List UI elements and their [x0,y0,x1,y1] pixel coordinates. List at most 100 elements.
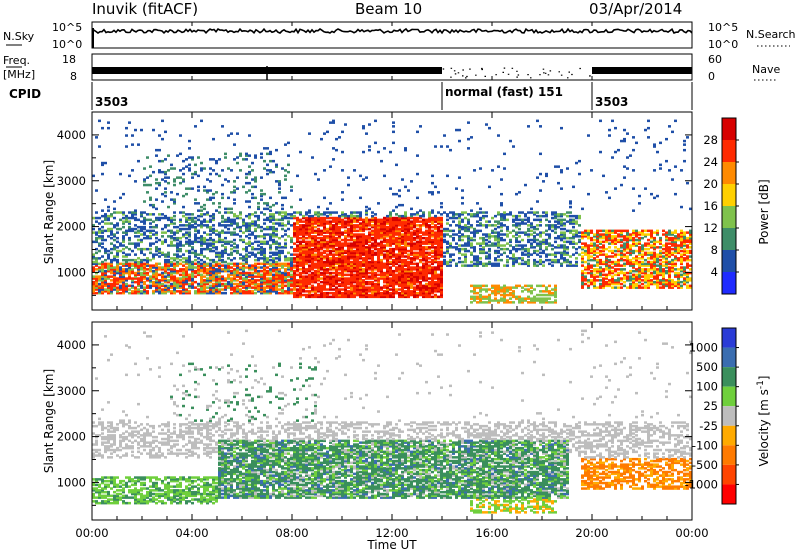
heatmap-cell [188,156,191,159]
heatmap-cell [377,242,380,245]
heatmap-cell [416,173,419,176]
heatmap-cell [164,275,167,278]
heatmap-cell [200,259,203,262]
heatmap-cell [254,154,257,157]
heatmap-cell [341,239,344,242]
heatmap-cell [395,237,398,240]
heatmap-cell [107,215,110,218]
heatmap-cell [233,231,236,234]
cpid-segment-label: normal (fast) 151 [445,85,563,99]
heatmap-cell [533,226,536,229]
heatmap-cell [125,259,128,262]
heatmap-cell [368,261,371,264]
heatmap-cell [302,215,305,218]
heatmap-cell [233,180,236,183]
heatmap-cell [161,235,164,238]
heatmap-cell [197,288,200,291]
heatmap-cell [176,226,179,229]
heatmap-cell [212,202,215,205]
heatmap-cell [308,274,311,277]
heatmap-cell [215,160,218,163]
heatmap-cell [131,250,134,253]
heatmap-cell [128,263,131,266]
heatmap-cell [104,213,107,216]
heatmap-cell [275,257,278,260]
heatmap-cell [470,136,473,139]
heatmap-cell [230,191,233,194]
heatmap-cell [302,224,305,227]
heatmap-cell [260,198,263,201]
heatmap-cell [194,217,197,220]
heatmap-cell [146,248,149,251]
heatmap-cell [131,259,134,262]
heatmap-cell [344,255,347,257]
heatmap-cell [410,213,413,216]
heatmap-cell [191,246,194,249]
heatmap-cell [224,277,227,280]
heatmap-cell [503,285,506,288]
heatmap-cell [449,230,452,233]
heatmap-cell [293,211,296,214]
heatmap-cell [248,233,251,236]
heatmap-cell [515,285,518,288]
heatmap-cell [341,292,344,295]
heatmap-cell [350,242,353,245]
heatmap-cell [443,255,446,257]
heatmap-cell [248,182,251,185]
heatmap-cell [179,211,182,214]
heatmap-cell [524,288,527,291]
heatmap-cell [116,228,119,231]
heatmap-cell [185,250,188,253]
heatmap-cell [200,209,203,212]
heatmap-cell [311,294,314,297]
heatmap-cell [461,261,464,264]
heatmap-cell [362,151,365,154]
heatmap-cell [434,266,437,269]
heatmap-cell [428,224,431,227]
heatmap-cell [467,219,470,222]
heatmap-cell [314,226,317,229]
heatmap-cell [272,252,275,255]
heatmap-cell [389,266,392,269]
heatmap-cell [206,224,209,227]
heatmap-cell [329,257,332,260]
heatmap-cell [287,279,290,282]
heatmap-cell [431,217,434,220]
heatmap-cell [566,230,569,233]
heatmap-cell [320,230,323,233]
heatmap-cell [146,235,149,238]
heatmap-cell [182,261,185,264]
heatmap-cell [287,235,290,238]
heatmap-cell [116,259,119,262]
heatmap-cell [566,264,569,267]
heatmap-cell [173,257,176,260]
heatmap-cell [149,219,152,222]
heatmap-cell [545,253,548,256]
heatmap-cell [227,208,230,211]
heatmap-cell [464,235,467,238]
heatmap-cell [329,217,332,220]
heatmap-cell [167,279,170,282]
heatmap-cell [227,134,230,137]
heatmap-cell [368,294,371,297]
heatmap-cell [272,160,275,163]
heatmap-cell [290,213,293,216]
heatmap-cell [542,215,545,218]
heatmap-cell [143,231,146,234]
heatmap-cell [416,197,419,200]
heatmap-cell [404,186,407,189]
heatmap-cell [296,279,299,282]
heatmap-cell [560,263,563,266]
heatmap-cell [239,239,242,242]
heatmap-cell [401,204,404,207]
heatmap-cell [533,296,536,299]
heatmap-cell [245,246,248,249]
heatmap-cell [203,219,206,222]
heatmap-cell [500,259,503,262]
heatmap-cell [557,252,560,255]
heatmap-cell [509,292,512,295]
heatmap-cell [197,261,200,264]
heatmap-cell [197,257,200,260]
heatmap-cell [236,156,239,159]
